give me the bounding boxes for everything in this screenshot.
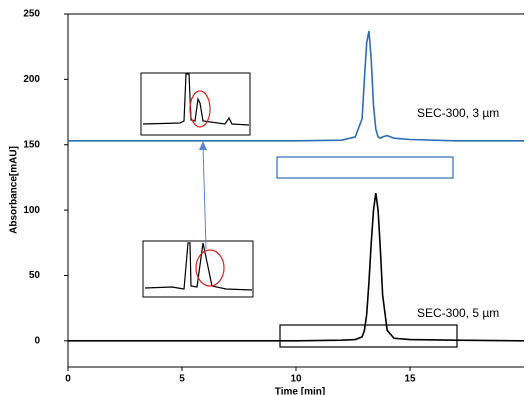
x-tick-label: 5 [179,374,185,385]
y-axis-title: Absorbance[mAU] [9,146,20,234]
y-tick-label: 50 [29,270,41,281]
series-line [68,193,525,342]
highlight [189,90,211,128]
x-tick-label: 15 [404,374,416,385]
x-axis-title: Time [min] [275,387,325,395]
highlight [195,249,225,287]
x-tick-label: 0 [65,374,71,385]
annotations [140,72,458,348]
arrow-head [199,141,207,150]
blue-box [276,156,454,179]
x-tick-label: 10 [290,374,302,385]
y-tick-label: 0 [34,335,40,346]
arrow [202,144,207,250]
black-box [279,324,458,348]
y-tick-label: 200 [23,74,40,85]
inset-bottom [142,240,254,298]
y-tick-label: 250 [23,9,40,20]
series-label: SEC-300, 5 µm [417,306,499,320]
series-label: SEC-300, 3 µm [417,106,499,120]
inset-top-trace [142,73,250,126]
y-tick-label: 150 [23,139,40,150]
series-line [68,30,524,142]
y-tick-label: 100 [23,205,40,216]
inset-bottom-trace [144,242,253,291]
